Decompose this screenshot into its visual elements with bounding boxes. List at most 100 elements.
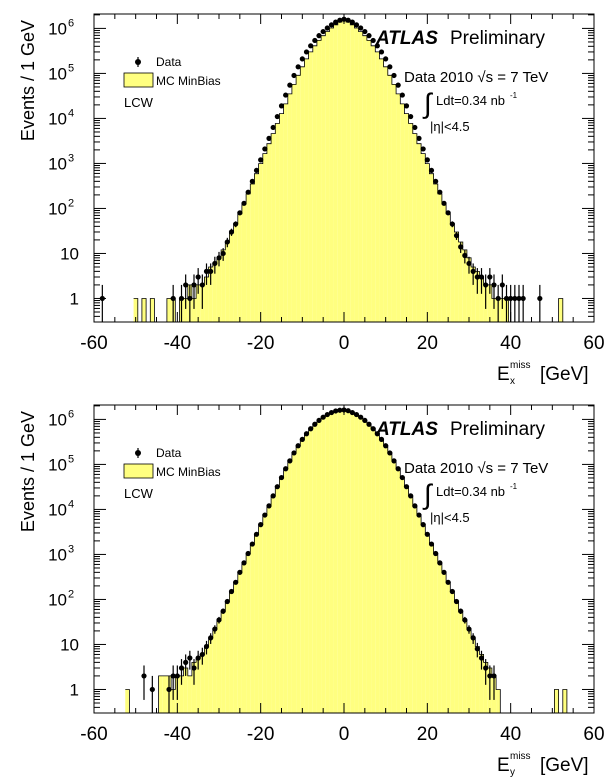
y-tick-base: 10: [48, 590, 67, 609]
data-point: [408, 493, 414, 499]
data-point: [349, 19, 355, 25]
data-point: [453, 598, 460, 605]
mc-bin: [446, 582, 451, 713]
legend-entry-data: Data: [135, 446, 182, 460]
atlas-label: ATLAS: [375, 28, 438, 49]
mc-bin: [450, 223, 455, 322]
data-point: [399, 92, 405, 98]
data-point: [233, 221, 239, 227]
mc-bin: [462, 619, 467, 713]
mc-bin: [362, 35, 367, 323]
y-tick-label: 10 5: [48, 62, 74, 83]
data-point: [216, 255, 222, 261]
mc-bin: [208, 267, 213, 322]
x-axis-label-unit: [GeV]: [540, 364, 589, 385]
atlas-preliminary: Preliminary: [450, 419, 546, 440]
data-point: [287, 82, 293, 88]
y-tick-base: 10: [60, 635, 79, 654]
mc-bin: [466, 257, 472, 322]
y-tick-label: 1: [70, 289, 79, 308]
data-point: [303, 49, 310, 55]
y-tick-exponent: 4: [68, 498, 74, 510]
mc-bin: [279, 113, 284, 323]
y-tick-label: 10 4: [48, 107, 74, 128]
mc-bin: [346, 22, 351, 322]
mc-bin: [279, 477, 284, 713]
mc-bin: [379, 439, 384, 713]
mc-bin: [212, 263, 217, 322]
data-point: [495, 295, 501, 302]
data-point: [258, 522, 264, 528]
y-tick-label: 10 2: [48, 588, 74, 609]
data-point: [441, 569, 447, 575]
mc-bin: [425, 163, 430, 322]
y-tick-exponent: 3: [68, 152, 74, 164]
data-point: [349, 409, 355, 416]
mc-bin: [454, 601, 459, 713]
y-tick-base: 1: [70, 289, 79, 308]
mc-bin: [429, 544, 434, 713]
mc-bin: [341, 409, 347, 713]
mc-bin: [250, 183, 255, 322]
mc-bin: [300, 66, 305, 322]
y-tick-base: 10: [48, 154, 67, 173]
run-info-luminosity: Ldt=0.34 nb: [436, 484, 505, 499]
data-point: [424, 531, 430, 537]
mc-bin: [371, 428, 376, 713]
mc-bin: [266, 143, 272, 322]
legend-swatch-mc: [123, 463, 154, 479]
mc-bin: [183, 667, 188, 713]
data-point: [283, 466, 289, 472]
integral-sign: ∫: [422, 479, 434, 510]
run-info-eta-range: |η|<4.5: [430, 119, 470, 134]
data-point: [170, 295, 176, 302]
mc-bin: [437, 193, 442, 322]
mc-bin: [441, 204, 447, 322]
data-point: [187, 655, 193, 661]
mc-bin: [425, 534, 430, 713]
data-point: [178, 665, 185, 671]
data-point: [374, 43, 380, 49]
data-point: [303, 431, 310, 437]
data-point: [428, 167, 435, 174]
mc-bin: [366, 424, 372, 713]
mc-bin: [275, 123, 280, 322]
data-point: [141, 673, 147, 679]
y-tick-base: 10: [48, 455, 67, 474]
mc-bin: [366, 40, 372, 322]
run-info-luminosity: Ldt=0.34 nb: [436, 93, 505, 108]
mc-bin: [412, 505, 417, 713]
mc-bin: [454, 231, 459, 322]
mc-bin: [441, 572, 447, 713]
y-tick-base: 10: [48, 545, 67, 564]
mc-bin: [354, 28, 359, 322]
data-point: [412, 124, 418, 131]
y-tick-exponent: 6: [68, 408, 74, 420]
mc-bin: [204, 276, 209, 322]
mc-bin: [333, 410, 338, 713]
mc-bin: [487, 284, 492, 322]
data-point: [195, 274, 201, 280]
y-tick-label: 10: [60, 244, 79, 263]
data-point: [320, 414, 326, 420]
data-point: [216, 617, 222, 623]
mc-bin: [283, 468, 288, 713]
x-axis: -60 -40 -20 0 20 40 60: [80, 14, 605, 354]
mc-bin: [262, 153, 267, 322]
mc-bin: [296, 75, 301, 323]
data-point: [320, 28, 326, 35]
data-point: [378, 436, 385, 442]
integral-sign: ∫: [422, 88, 434, 119]
mc-bin: [308, 428, 313, 713]
mc-bin: [391, 84, 397, 322]
data-point: [478, 655, 485, 661]
data-point: [266, 135, 272, 141]
mc-bin: [150, 298, 155, 322]
data-point: [441, 200, 447, 206]
data-point: [253, 531, 260, 537]
y-tick-exponent: 3: [68, 543, 74, 555]
data-point: [466, 626, 472, 632]
mc-bin: [400, 477, 405, 713]
